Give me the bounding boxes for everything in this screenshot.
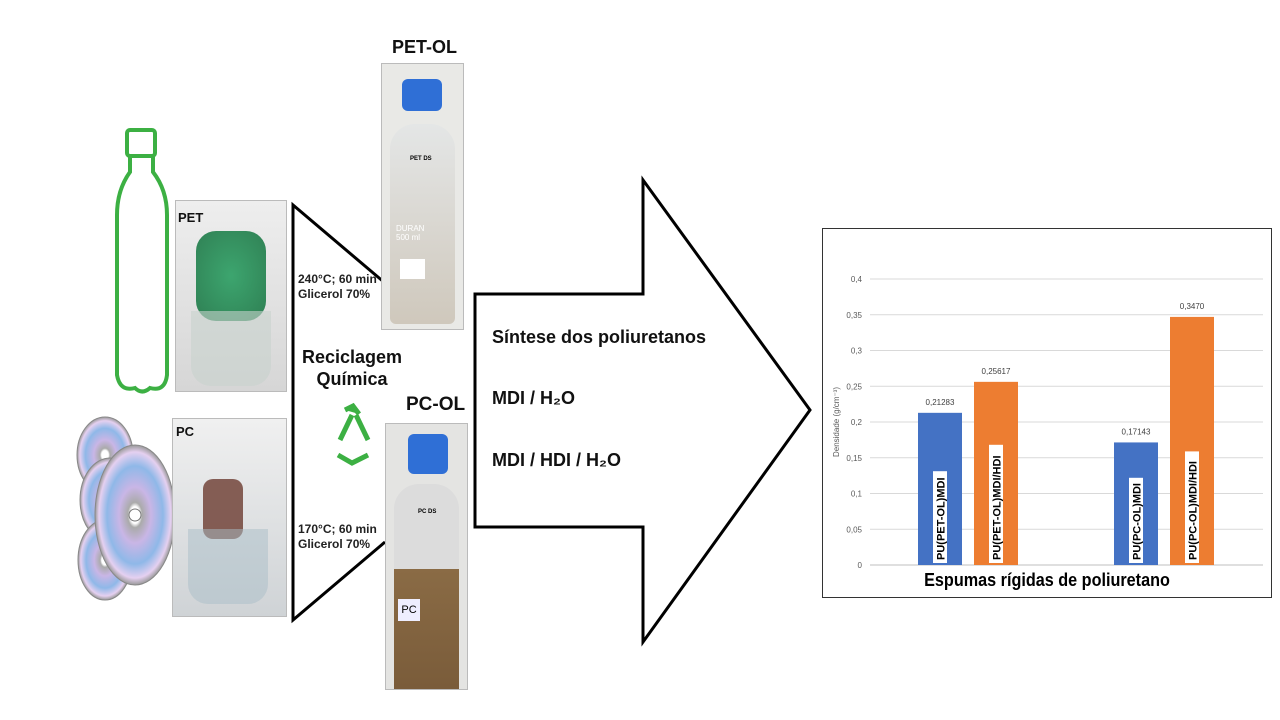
pc-flakes-photo xyxy=(172,418,287,617)
bar-data-label: 0,17143 xyxy=(1122,427,1151,436)
bar-label-background xyxy=(933,471,947,563)
pet-conditions: 240°C; 60 min Glicerol 70% xyxy=(298,272,377,302)
y-tick-label: 0,1 xyxy=(851,490,863,499)
y-tick-label: 0,25 xyxy=(846,382,862,391)
pc-bottle-tag: PC DS xyxy=(418,509,437,515)
bar-label-background xyxy=(1185,451,1199,563)
bottle-cap xyxy=(402,79,442,111)
bar-data-label: 0,21283 xyxy=(926,398,955,407)
pc-conditions: 170°C; 60 min Glicerol 70% xyxy=(298,522,377,552)
chart-xlabel: Espumas rígidas de poliuretano xyxy=(924,570,1170,590)
recycling-line-1: Reciclagem xyxy=(301,347,403,367)
synthesis-title: Síntese dos poliuretanos xyxy=(492,327,707,347)
pet-flakes-photo xyxy=(175,200,287,392)
pet-temp-time: 240°C; 60 min xyxy=(298,272,377,286)
recycle-icon xyxy=(336,402,371,466)
bottle-outline-icon xyxy=(115,128,169,394)
bar-label-background xyxy=(1129,477,1143,563)
y-tick-label: 0 xyxy=(858,561,863,570)
pet-ol-title: PET-OL xyxy=(392,37,458,57)
arrow-right-icon xyxy=(473,175,812,647)
process-bracket xyxy=(291,201,386,624)
pet-bottle-brand: DURAN 500 ml xyxy=(396,224,425,242)
y-tick-label: 0,3 xyxy=(851,347,863,356)
pc-glycerol: Glicerol 70% xyxy=(298,537,371,551)
synthesis-route-2: MDI / HDI / H₂O xyxy=(492,450,621,470)
bar-category-label: PU(PET-OL)MDI/HDI xyxy=(992,456,1004,561)
bar-data-label: 0,3470 xyxy=(1180,302,1205,311)
recycling-line-2: Química xyxy=(316,369,388,389)
pc-ol-bottle-photo: PC DS PC xyxy=(385,423,468,690)
pet-ol-bottle-photo: PET DS DURAN 500 ml xyxy=(381,63,464,330)
pc-temp-time: 170°C; 60 min xyxy=(298,522,377,536)
bar-data-label: 0,25617 xyxy=(982,367,1011,376)
bottle-cap xyxy=(408,434,448,474)
chart-svg: 0 0,05 0,1 0,15 0,2 0,25 0,3 0,35 0,4 Densidade (… xyxy=(832,275,1263,570)
y-tick-label: 0,4 xyxy=(851,275,863,284)
pet-bottle-tag: PET DS xyxy=(410,156,432,162)
bar-label-background xyxy=(989,444,1003,563)
cd-stack-icon xyxy=(76,416,176,601)
y-tick-label: 0,15 xyxy=(846,454,862,463)
y-tick-label: 0,35 xyxy=(846,311,862,320)
pc-ol-title: PC-OL xyxy=(406,394,466,415)
pet-glycerol: Glicerol 70% xyxy=(298,287,371,301)
y-tick-label: 0,05 xyxy=(846,525,862,534)
synthesis-route-1: MDI / H₂O xyxy=(492,388,575,408)
bar-category-label: PU(PET-OL)MDI xyxy=(936,478,948,561)
recycling-label: Reciclagem Química xyxy=(300,346,404,390)
density-chart: 0 0,05 0,1 0,15 0,2 0,25 0,3 0,35 0,4 Densidade (… xyxy=(822,228,1272,598)
bar-category-label: PU(PC-OL)MDI/HDI xyxy=(1188,461,1200,560)
pc-bottle-sticker: PC xyxy=(398,599,420,621)
bar-category-label: PU(PC-OL)MDI xyxy=(1132,483,1144,560)
pet-label: PET xyxy=(178,210,204,225)
y-axis-label: Densidade (g/cm⁻³) xyxy=(832,387,841,457)
pc-label: PC xyxy=(176,424,195,439)
y-tick-label: 0,2 xyxy=(851,418,863,427)
